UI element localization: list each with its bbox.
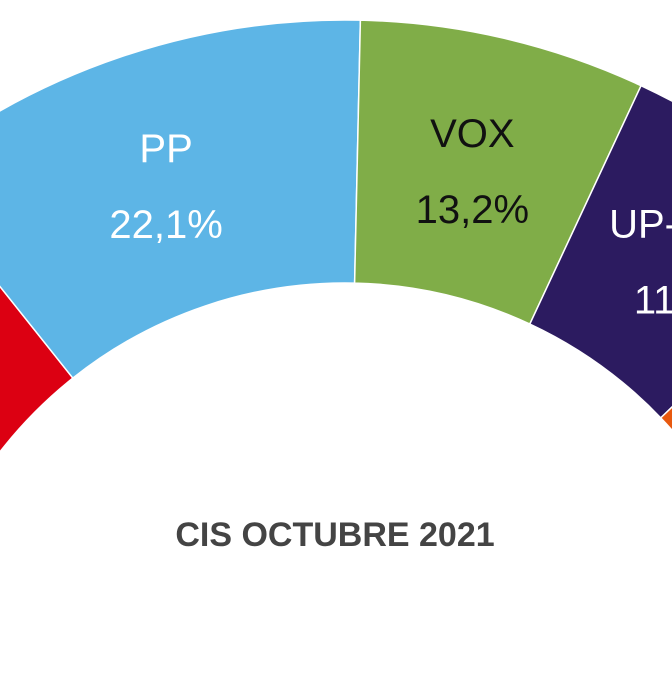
slice-value: 22,1%	[109, 203, 222, 247]
slice-name: PP	[139, 127, 192, 171]
slice	[0, 285, 74, 454]
slice-value: 11,8	[634, 278, 672, 322]
slice-value: 13,2%	[416, 188, 529, 232]
slices: PP 22,1% VOX 13,2% UP-EC 11,8	[0, 19, 672, 454]
slice	[659, 406, 672, 432]
slice	[528, 84, 672, 419]
slice-name: VOX	[430, 112, 514, 156]
chart-title: CIS OCTUBRE 2021	[175, 516, 494, 554]
slice-name: UP-EC	[609, 202, 672, 246]
slice	[0, 19, 362, 380]
